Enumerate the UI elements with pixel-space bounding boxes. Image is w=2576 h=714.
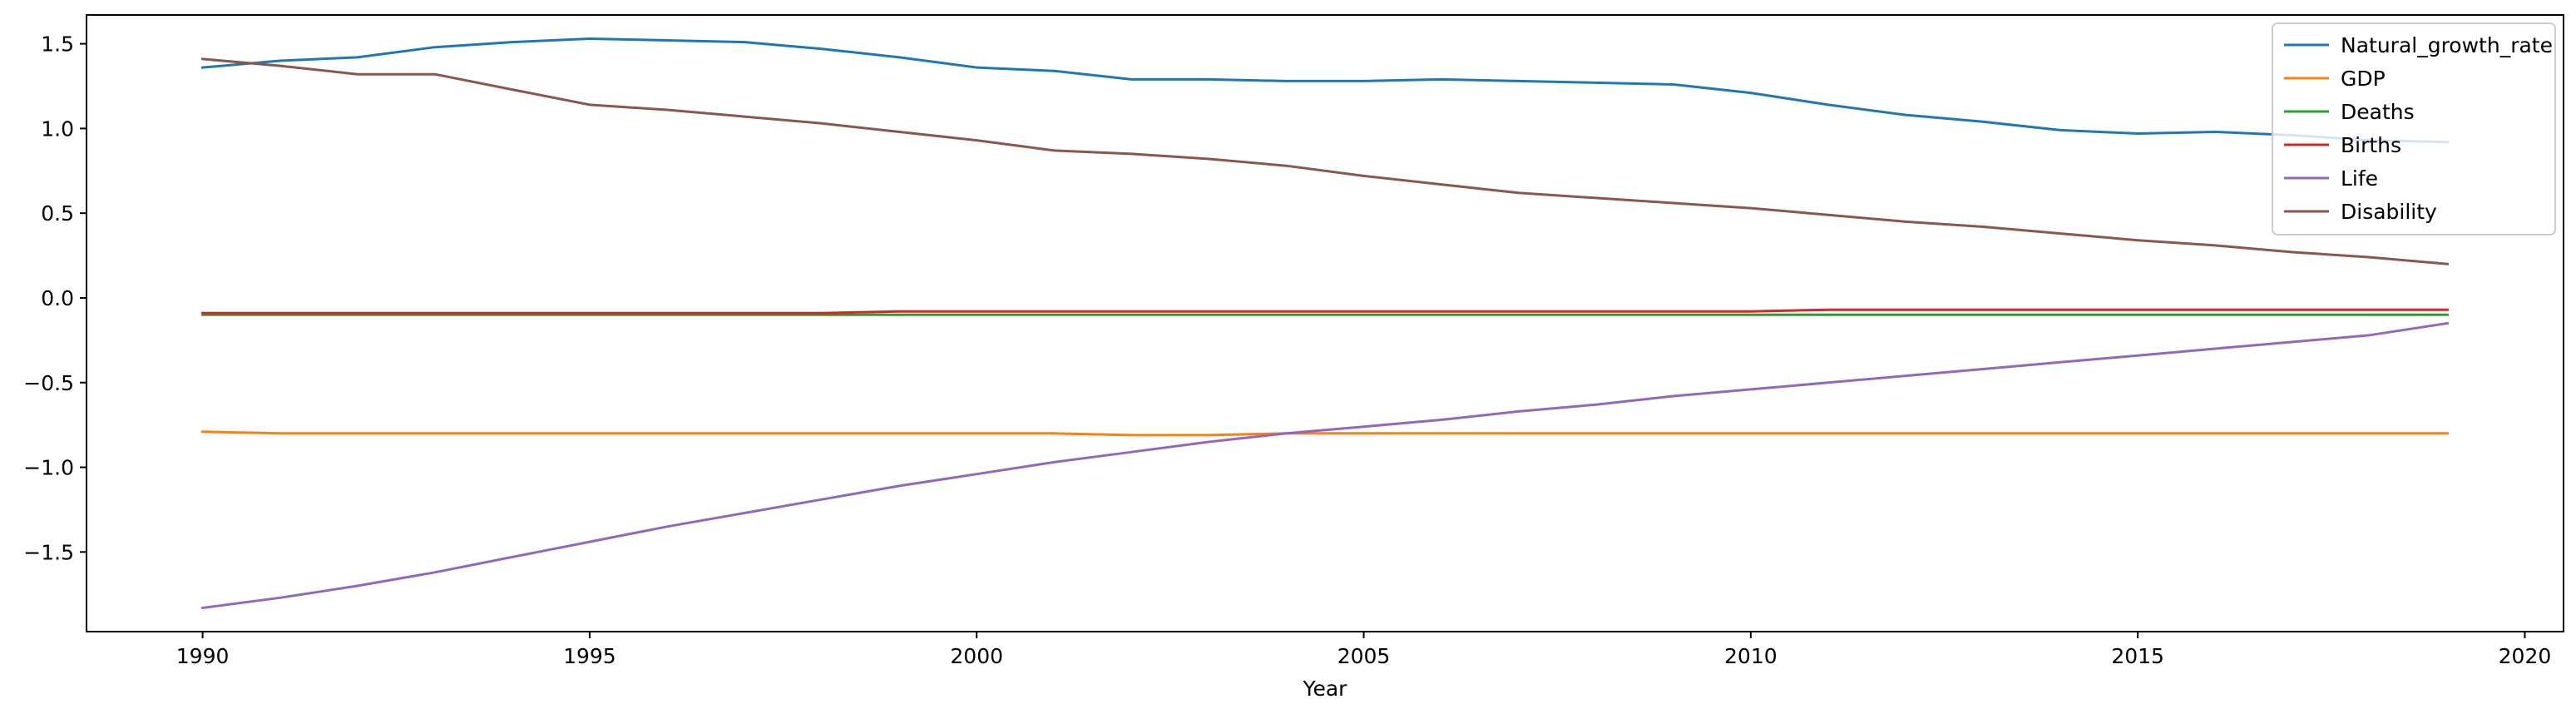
x-axis: 1990 1995 2000 2005 2010 2015 2020 — [176, 632, 2552, 668]
y-tick-label: −0.5 — [23, 371, 74, 395]
series-line-births — [201, 308, 2449, 315]
plot-area — [86, 14, 2564, 632]
x-tick-label: 2020 — [2499, 644, 2552, 668]
legend: Natural_growth_rate GDP Deaths Births Life Di… — [2272, 22, 2556, 236]
x-tick-label: 1995 — [563, 644, 616, 668]
legend-label: Disability — [2341, 200, 2437, 224]
series-line-natural-growth-rate — [200, 37, 2449, 144]
x-tick-label: 1990 — [176, 644, 230, 668]
y-tick-label: −1.5 — [23, 540, 74, 564]
x-tick-label: 2010 — [1724, 644, 1777, 668]
legend-label: Births — [2341, 133, 2401, 157]
y-axis: 1.5 1.0 0.5 0.0 −0.5 −1.0 −1.5 — [23, 32, 87, 564]
series-lines — [200, 37, 2450, 610]
x-tick-label: 2005 — [1337, 644, 1391, 668]
legend-label: GDP — [2341, 67, 2386, 91]
y-tick-label: 0.5 — [41, 201, 74, 226]
y-tick-label: −1.0 — [23, 456, 74, 480]
series-line-disability — [200, 57, 2450, 265]
series-line-gdp — [201, 430, 2449, 437]
legend-label: Deaths — [2341, 100, 2415, 124]
x-axis-label: Year — [1303, 677, 1348, 701]
x-tick-label: 2000 — [950, 644, 1003, 668]
legend-box — [2272, 22, 2556, 236]
x-tick-label: 2015 — [2111, 644, 2164, 668]
y-tick-label: 0.0 — [41, 286, 74, 310]
legend-label: Natural_growth_rate — [2341, 33, 2553, 57]
y-tick-label: 1.5 — [41, 32, 74, 57]
series-line-life — [200, 321, 2450, 610]
legend-label: Life — [2341, 166, 2378, 191]
y-tick-label: 1.0 — [41, 117, 74, 141]
